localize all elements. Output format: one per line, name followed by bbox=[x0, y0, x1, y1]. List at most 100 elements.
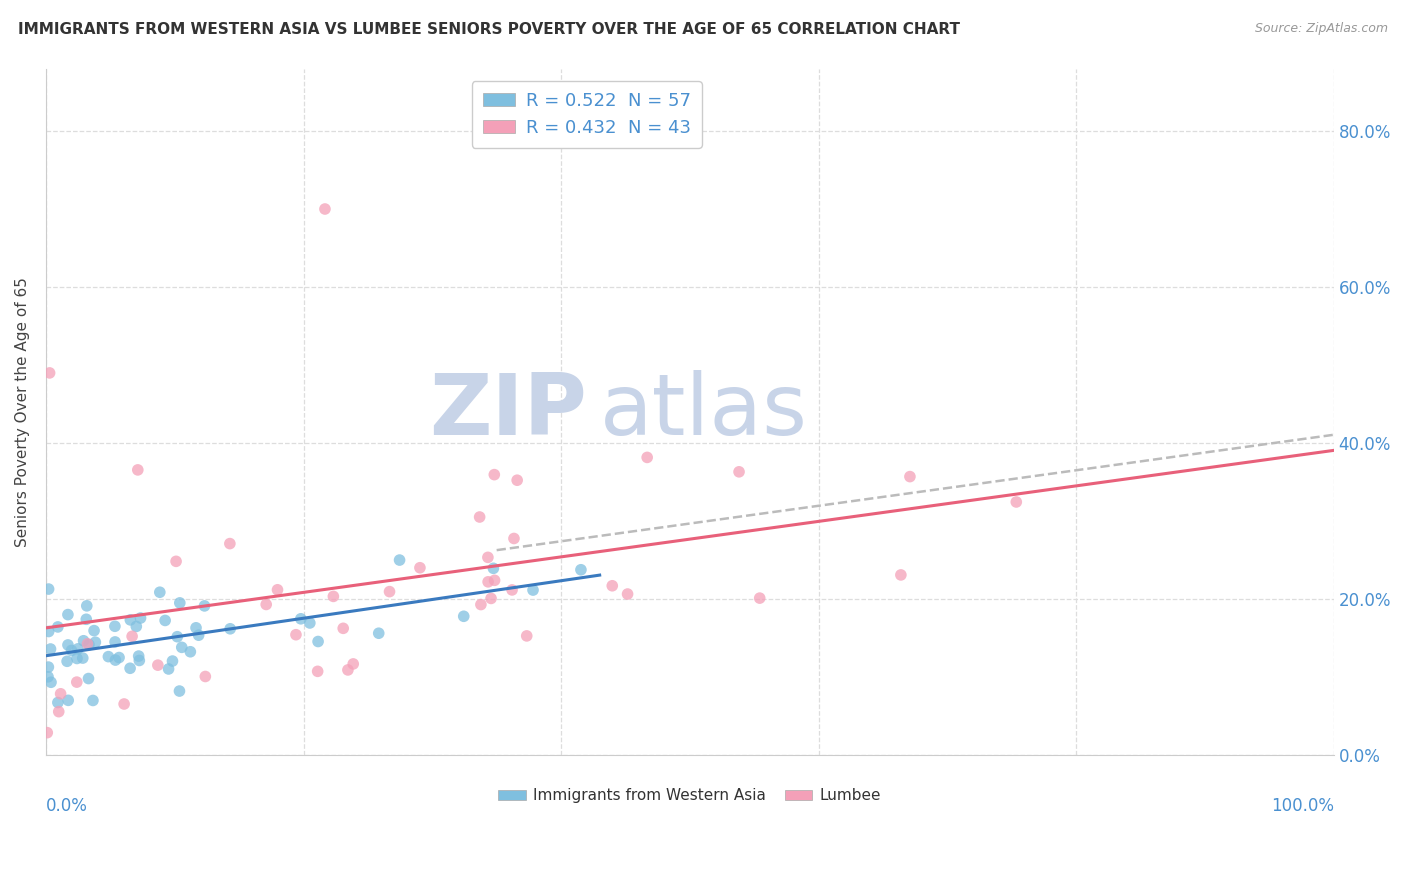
Point bbox=[38, 624, 60, 639]
Point bbox=[501, 582, 523, 597]
Point bbox=[77, 672, 100, 686]
Point bbox=[342, 657, 364, 671]
Point bbox=[66, 675, 89, 690]
Point bbox=[38, 582, 60, 596]
Point bbox=[77, 638, 100, 652]
Point bbox=[66, 651, 89, 665]
Point bbox=[127, 463, 149, 477]
Point bbox=[108, 650, 131, 665]
Point bbox=[97, 649, 120, 664]
Point bbox=[104, 653, 127, 667]
Point bbox=[146, 658, 169, 673]
Point bbox=[569, 563, 592, 577]
Point bbox=[482, 561, 505, 575]
Point bbox=[56, 638, 79, 652]
Point bbox=[307, 634, 329, 648]
Point bbox=[367, 626, 389, 640]
Point bbox=[169, 596, 191, 610]
Text: Source: ZipAtlas.com: Source: ZipAtlas.com bbox=[1254, 22, 1388, 36]
Point bbox=[388, 553, 411, 567]
Point bbox=[129, 611, 152, 625]
Point bbox=[748, 591, 770, 606]
Point bbox=[38, 366, 60, 380]
Point bbox=[378, 584, 401, 599]
Point bbox=[307, 665, 329, 679]
Point bbox=[479, 591, 502, 606]
Point bbox=[48, 705, 70, 719]
Point bbox=[49, 687, 72, 701]
Point bbox=[600, 579, 623, 593]
Text: IMMIGRANTS FROM WESTERN ASIA VS LUMBEE SENIORS POVERTY OVER THE AGE OF 65 CORREL: IMMIGRANTS FROM WESTERN ASIA VS LUMBEE S… bbox=[18, 22, 960, 37]
Point bbox=[121, 629, 143, 643]
Point bbox=[728, 465, 751, 479]
Point bbox=[56, 654, 79, 668]
Point bbox=[477, 550, 499, 565]
Point bbox=[169, 684, 191, 698]
Point bbox=[290, 612, 312, 626]
Point bbox=[477, 574, 499, 589]
Point bbox=[254, 598, 277, 612]
Point bbox=[46, 620, 69, 634]
Point bbox=[453, 609, 475, 624]
Point bbox=[39, 642, 62, 657]
Point bbox=[332, 621, 354, 635]
Point bbox=[336, 663, 359, 677]
Point bbox=[76, 637, 98, 651]
Text: 0.0%: 0.0% bbox=[46, 797, 87, 814]
Point bbox=[125, 619, 148, 633]
Point bbox=[60, 643, 83, 657]
Point bbox=[37, 670, 59, 684]
Point bbox=[165, 554, 187, 568]
Point bbox=[187, 628, 209, 642]
Point bbox=[58, 693, 80, 707]
Point bbox=[66, 641, 89, 656]
Point bbox=[503, 532, 526, 546]
Point bbox=[37, 725, 59, 739]
Point bbox=[104, 635, 127, 649]
Text: 100.0%: 100.0% bbox=[1271, 797, 1334, 814]
Text: ZIP: ZIP bbox=[429, 370, 586, 453]
Point bbox=[39, 675, 62, 690]
Point bbox=[898, 469, 921, 483]
Point bbox=[112, 697, 135, 711]
Point bbox=[1005, 495, 1028, 509]
Point bbox=[219, 622, 242, 636]
Point bbox=[506, 473, 529, 487]
Point bbox=[72, 651, 94, 665]
Point bbox=[162, 654, 184, 668]
Point bbox=[75, 612, 97, 626]
Point bbox=[218, 536, 240, 550]
Point bbox=[470, 598, 492, 612]
Point bbox=[128, 653, 150, 667]
Point bbox=[179, 645, 201, 659]
Point bbox=[522, 583, 544, 598]
Point bbox=[194, 669, 217, 683]
Text: atlas: atlas bbox=[600, 370, 807, 453]
Point bbox=[153, 614, 176, 628]
Point bbox=[193, 599, 215, 613]
Legend: Immigrants from Western Asia, Lumbee: Immigrants from Western Asia, Lumbee bbox=[492, 782, 887, 810]
Point bbox=[46, 696, 69, 710]
Point bbox=[616, 587, 638, 601]
Point bbox=[484, 467, 506, 482]
Point bbox=[56, 607, 79, 622]
Point bbox=[322, 590, 344, 604]
Point bbox=[157, 662, 180, 676]
Y-axis label: Seniors Poverty Over the Age of 65: Seniors Poverty Over the Age of 65 bbox=[15, 277, 30, 547]
Point bbox=[170, 640, 193, 655]
Point bbox=[120, 661, 142, 675]
Point bbox=[298, 615, 321, 630]
Point bbox=[72, 633, 94, 648]
Point bbox=[104, 619, 127, 633]
Point bbox=[285, 628, 308, 642]
Point bbox=[468, 510, 491, 524]
Point bbox=[84, 635, 107, 649]
Point bbox=[516, 629, 538, 643]
Point bbox=[409, 560, 432, 574]
Point bbox=[314, 202, 336, 216]
Point bbox=[120, 613, 142, 627]
Point bbox=[149, 585, 172, 599]
Point bbox=[82, 693, 104, 707]
Point bbox=[166, 630, 188, 644]
Point bbox=[636, 450, 658, 465]
